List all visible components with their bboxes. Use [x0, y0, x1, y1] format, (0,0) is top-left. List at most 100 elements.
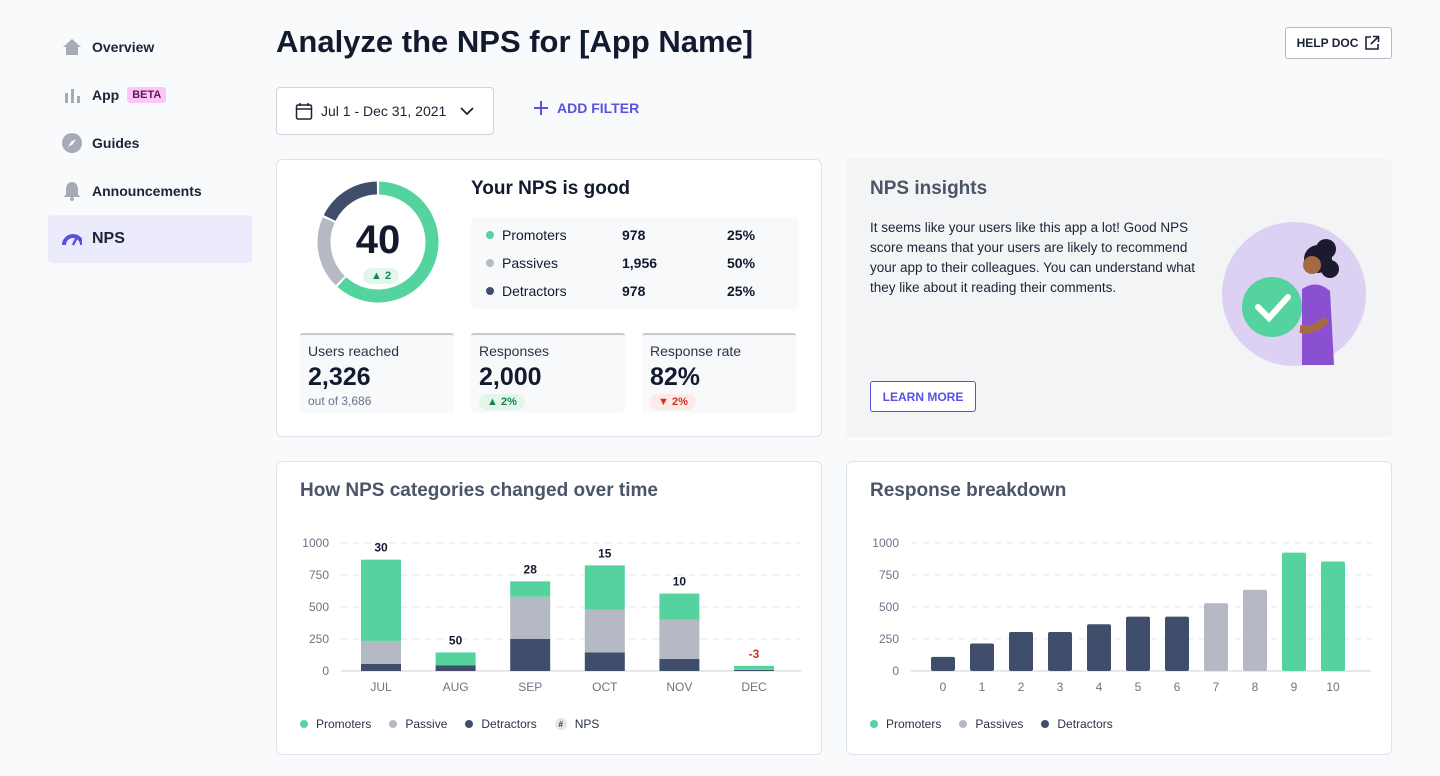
bar-detractors-sep — [510, 639, 551, 671]
insights-body: It seems like your users like this app a… — [870, 220, 1195, 295]
row-label: Promoters — [502, 227, 567, 243]
bar-passive-jul — [361, 640, 401, 664]
add-filter-label: ADD FILTER — [557, 100, 640, 116]
bar-promoters-sep — [510, 581, 551, 597]
legend-dot — [486, 259, 494, 267]
legend-passives: Passives — [959, 717, 1023, 731]
stat-users-reached: Users reached 2,326 out of 3,686 — [300, 333, 454, 413]
legend-promoters: Promoters — [300, 717, 371, 731]
nps-data-label: -3 — [749, 647, 760, 661]
bar-score-2 — [1009, 631, 1033, 671]
bar-chart-icon — [62, 85, 82, 105]
compass-icon — [62, 133, 82, 153]
x-tick-label: 3 — [1057, 680, 1064, 694]
row-percent: 25% — [727, 283, 756, 299]
y-tick-label: 0 — [892, 664, 899, 678]
response-breakdown-chart: 0 250 500 750 1000 0 1 2 3 4 5 6 7 8 9 10 — [872, 536, 1371, 694]
nav-label: NPS — [92, 230, 125, 247]
nps-over-time-card: How NPS categories changed over time 0 25… — [276, 461, 822, 755]
bell-icon — [62, 181, 82, 201]
x-tick-label: 1 — [979, 680, 986, 694]
bar-promoters-dec — [734, 665, 774, 670]
nps-insights-panel: NPS insights It seems like your users li… — [846, 159, 1392, 437]
bar-score-9 — [1282, 552, 1306, 671]
help-label: HELP DOC — [1296, 36, 1359, 50]
stat-sub: out of 3,686 — [308, 394, 372, 408]
row-label: Passives — [502, 255, 559, 271]
x-tick-label: 7 — [1213, 680, 1220, 694]
nps-donut — [317, 181, 439, 303]
external-link-icon — [1365, 35, 1380, 50]
x-tick-label: 10 — [1326, 680, 1340, 694]
legend-nps: # NPS — [554, 717, 599, 731]
nps-breakdown-table: Promoters 978 25% Passives 1,956 50% Detractor… — [471, 217, 799, 309]
row-percent: 25% — [727, 227, 756, 243]
bar-score-4 — [1087, 624, 1111, 671]
sidebar-item-app[interactable]: App BETA — [48, 71, 252, 119]
nps-data-label: 30 — [374, 541, 388, 555]
donut-segment-passives — [317, 217, 346, 286]
chart-legend: Promoters Passives Detractors — [870, 717, 1113, 731]
help-doc-button[interactable]: HELP DOC — [1285, 27, 1392, 59]
sidebar-item-nps[interactable]: NPS — [48, 215, 252, 263]
add-filter-button[interactable]: ADD FILTER — [533, 100, 639, 116]
sidebar-item-overview[interactable]: Overview — [48, 23, 252, 71]
page-title: Analyze the NPS for [App Name] — [276, 24, 754, 59]
y-tick-label: 750 — [879, 568, 899, 582]
legend-dot — [486, 287, 494, 295]
nps-data-label: 15 — [598, 546, 612, 560]
legend-dot — [486, 231, 494, 239]
bar-score-8 — [1243, 589, 1267, 671]
bar-score-3 — [1048, 631, 1072, 671]
nav-label: Announcements — [92, 183, 202, 199]
bar-score-1 — [970, 643, 994, 671]
nav-label: App — [92, 87, 120, 103]
stat-value: 2,326 — [308, 363, 371, 391]
bar-promoters-jul — [361, 559, 401, 641]
y-tick-label: 0 — [322, 664, 329, 678]
sidebar-item-guides[interactable]: Guides — [48, 119, 252, 167]
stat-label: Response rate — [650, 343, 742, 359]
beta-badge: BETA — [127, 87, 167, 103]
row-percent: 50% — [727, 255, 756, 271]
donut-segment-detractors — [323, 181, 378, 222]
plus-icon — [534, 101, 548, 115]
nps-score-value: 40 — [355, 218, 401, 262]
x-tick-label: 2 — [1018, 680, 1025, 694]
nps-over-time-chart: 0 250 500 750 1000 30 JUL 50 AUG 28 SEP 15 OCT 10 NOV -… — [302, 536, 801, 694]
nav-label: Guides — [92, 135, 140, 151]
bar-score-5 — [1126, 616, 1150, 671]
bar-score-10 — [1321, 561, 1345, 671]
date-range-value: Jul 1 - Dec 31, 2021 — [321, 103, 447, 119]
legend-promoters: Promoters — [870, 717, 941, 731]
breakdown-row-promoters: Promoters 978 25% — [471, 225, 799, 245]
sidebar-item-announcements[interactable]: Announcements — [48, 167, 252, 215]
bar-detractors-oct — [584, 652, 625, 671]
stat-label: Users reached — [308, 343, 400, 359]
chevron-down-icon — [460, 107, 474, 116]
x-tick-label: 6 — [1174, 680, 1181, 694]
y-tick-label: 250 — [309, 632, 329, 646]
nav-label: Overview — [92, 39, 155, 55]
date-range-picker[interactable]: Jul 1 - Dec 31, 2021 — [276, 87, 494, 135]
y-tick-label: 500 — [879, 600, 899, 614]
nps-delta-badge: ▲ 2 — [363, 268, 400, 284]
bar-passive-oct — [584, 609, 625, 653]
bar-score-7 — [1204, 603, 1228, 671]
nps-data-label: 10 — [673, 575, 687, 589]
chart-title: Response breakdown — [870, 480, 1067, 501]
x-tick-label: 5 — [1135, 680, 1142, 694]
x-tick-label: NOV — [666, 680, 692, 694]
nps-data-label: 50 — [449, 633, 463, 647]
nps-data-label: 28 — [524, 562, 538, 576]
chart-title: How NPS categories changed over time — [300, 480, 658, 501]
learn-more-button[interactable]: LEARN MORE — [870, 381, 976, 412]
donut-segment-promoters — [337, 181, 439, 303]
row-count: 978 — [622, 227, 646, 243]
nps-delta: 2 — [384, 270, 392, 282]
legend-detractors: Detractors — [465, 717, 537, 731]
x-tick-label: OCT — [592, 680, 618, 694]
y-tick-label: 750 — [309, 568, 329, 582]
nps-status-title: Your NPS is good — [471, 178, 631, 199]
x-tick-label: 8 — [1252, 680, 1259, 694]
